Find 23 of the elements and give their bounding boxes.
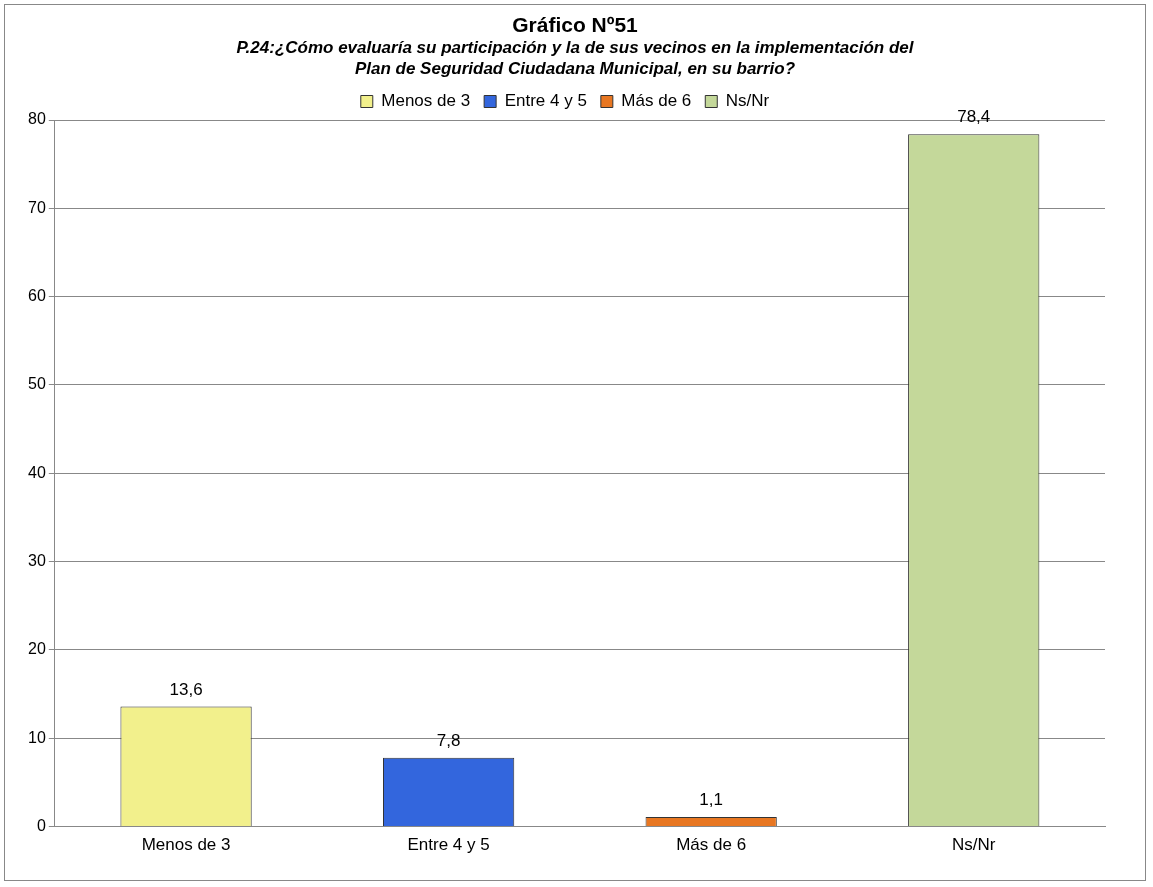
y-tick-label: 20 xyxy=(28,640,46,658)
x-tick-label: Más de 6 xyxy=(676,835,747,855)
chart-title: Gráfico Nº51 xyxy=(511,13,639,37)
x-tick-label: Entre 4 y 5 xyxy=(407,835,490,855)
data-label: 78,4 xyxy=(957,107,991,127)
legend-label: Entre 4 y 5 xyxy=(504,91,587,111)
y-tick-label: 10 xyxy=(28,728,46,746)
chart-subtitle: P.24:¿Cómo evaluaría su participación y la de sus vecinos en la implementación del Plan de Seguridad Ciudadana Municipal, en su barrio? xyxy=(235,37,915,79)
legend-label: Más de 6 xyxy=(621,91,692,111)
y-tick-label: 40 xyxy=(28,463,46,481)
data-label: 13,6 xyxy=(169,679,203,699)
data-label: 1,1 xyxy=(699,790,723,810)
data-label: 7,8 xyxy=(436,730,461,750)
y-tick-label: 80 xyxy=(28,110,46,128)
y-tick-label: 50 xyxy=(28,375,46,393)
y-tick-label: 70 xyxy=(28,198,46,216)
y-tick-label: 30 xyxy=(28,552,46,570)
legend-label: Ns/Nr xyxy=(725,91,770,111)
x-tick-label: Ns/Nr xyxy=(952,835,996,855)
x-tick-label: Menos de 3 xyxy=(141,835,231,855)
y-tick-label: 0 xyxy=(36,817,46,835)
y-tick-label: 60 xyxy=(28,287,46,305)
legend-label: Menos de 3 xyxy=(381,91,471,111)
